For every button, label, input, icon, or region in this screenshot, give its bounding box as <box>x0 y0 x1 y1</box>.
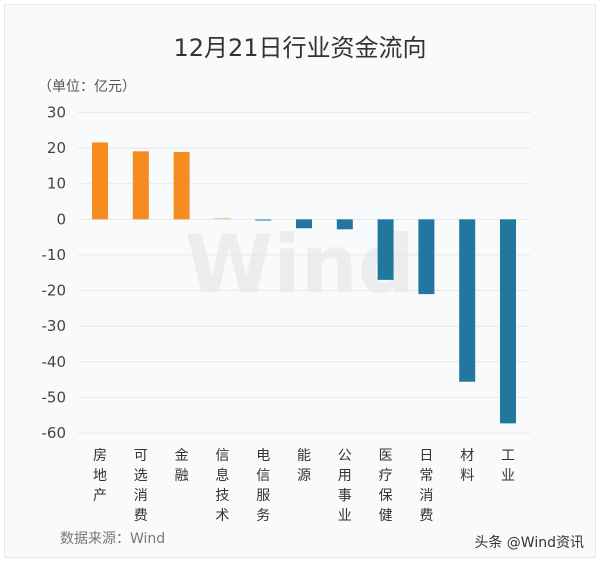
source-note: 数据来源：Wind <box>60 531 166 547</box>
x-tick-label: 信息技术 <box>215 448 229 524</box>
bar-可选消费 <box>132 151 149 220</box>
x-tick-label: 电信服务 <box>256 448 270 524</box>
y-tick-label: -60 <box>42 424 67 442</box>
x-tick-label: 房地产 <box>93 448 107 504</box>
bar-金融 <box>173 152 190 220</box>
bar-信息技术 <box>214 217 231 220</box>
credit-label: 头条 @Wind资讯 <box>474 535 584 551</box>
x-tick-label: 工业 <box>501 448 515 484</box>
bar-医疗保健 <box>377 219 394 280</box>
x-tick-label: 可选消费 <box>134 448 148 524</box>
y-axis-unit-label: （单位：亿元） <box>38 79 136 95</box>
x-tick-label: 医疗保健 <box>379 448 393 524</box>
y-tick-label: -50 <box>42 388 67 406</box>
bar-材料 <box>459 219 476 382</box>
bar-公用事业 <box>336 219 353 230</box>
x-tick-label: 能源 <box>297 448 311 484</box>
x-tick-label: 材料 <box>460 448 474 484</box>
y-tick-label: 10 <box>47 175 66 193</box>
bar-能源 <box>296 219 312 229</box>
watermark: Wind <box>185 218 415 311</box>
bar-电信服务 <box>255 219 272 221</box>
y-tick-label: 30 <box>47 104 66 122</box>
y-tick-label: -10 <box>42 246 67 264</box>
bar-房地产 <box>92 142 108 220</box>
y-tick-label: -30 <box>42 317 67 335</box>
x-tick-label: 日常消费 <box>419 448 433 524</box>
y-tick-label: -40 <box>42 353 67 371</box>
x-tick-label: 金融 <box>175 448 189 484</box>
bar-日常消费 <box>418 219 435 295</box>
bar-工业 <box>500 219 516 424</box>
chart-frame <box>4 4 596 558</box>
x-tick-label: 公用事业 <box>338 448 352 524</box>
y-tick-label: 20 <box>47 139 66 157</box>
y-tick-label: 0 <box>56 210 66 228</box>
chart-title: 12月21日行业资金流向 <box>173 34 427 62</box>
y-tick-label: -20 <box>42 282 67 300</box>
